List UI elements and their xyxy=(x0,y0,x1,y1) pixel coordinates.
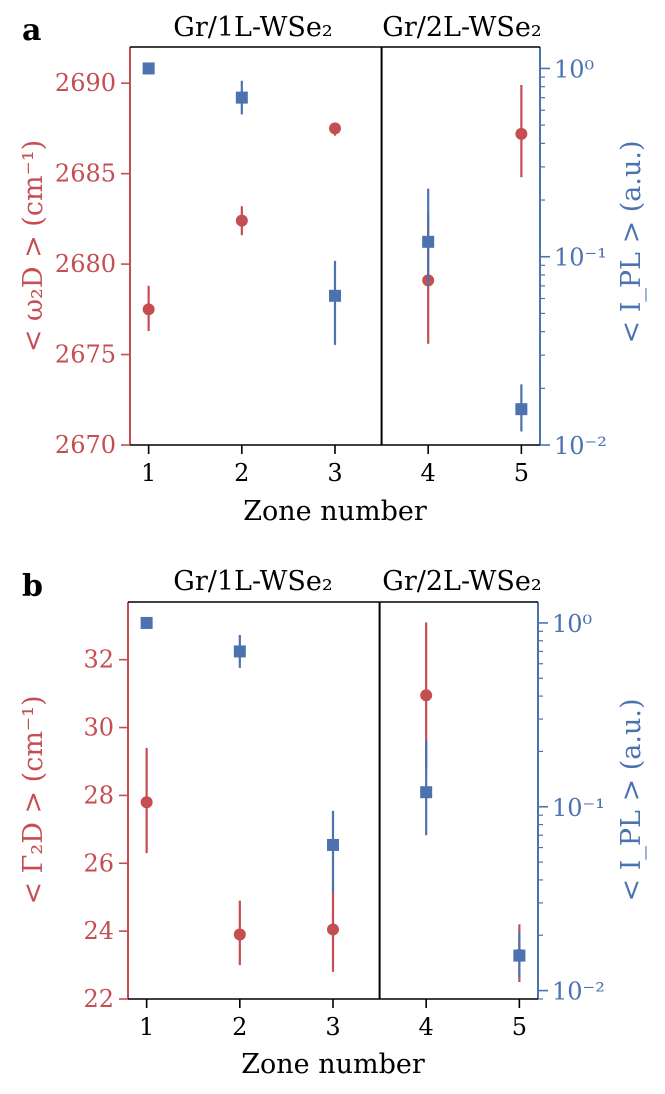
y-right-tick-label: 10⁰ xyxy=(554,55,594,83)
I_PL-point xyxy=(422,235,435,248)
omega_2D-point xyxy=(235,214,248,227)
y-left-tick-label: 2680 xyxy=(55,250,116,278)
panel-label: b xyxy=(22,569,43,604)
x-axis-label: Zone number xyxy=(243,496,427,527)
axes: 1 2 3 4 5 22 24 26 28 30 32 10⁻² 10⁻¹ 10⁰ xyxy=(83,610,604,1041)
y-left-tick-label: 2670 xyxy=(55,431,116,459)
x-axis-label: Zone number xyxy=(241,1049,425,1080)
y-axis-label-right: < I_PL > (a.u.) xyxy=(616,141,647,344)
I_PL-point xyxy=(329,289,341,302)
y-right-tick-label: 10⁻¹ xyxy=(552,794,605,822)
omega_2D-point xyxy=(142,303,155,316)
x-tick-label: 1 xyxy=(139,1013,154,1041)
I_PL-point xyxy=(233,645,246,658)
axes: 1 2 3 4 5 2670 2675 2680 2685 2690 10⁻² 10⁻¹ 10⁰ xyxy=(55,55,607,487)
plot-area xyxy=(140,602,526,999)
y-left-tick-label: 26 xyxy=(83,849,114,877)
panel-label: a xyxy=(22,13,41,48)
title-left: Gr/1L-WSe₂ xyxy=(173,566,332,597)
I_PL-point xyxy=(142,62,155,75)
x-tick-label: 3 xyxy=(327,459,342,487)
x-tick-label: 4 xyxy=(421,459,436,487)
x-tick-label: 5 xyxy=(514,459,529,487)
y-left-tick-label: 22 xyxy=(83,985,114,1013)
title-right: Gr/2L-WSe₂ xyxy=(382,566,541,597)
x-tick-label: 3 xyxy=(325,1013,340,1041)
y-left-tick-label: 24 xyxy=(83,917,114,945)
panel-b: b Gr/1L-WSe₂ Gr/2L-WSe₂ 1 2 3 4 5 22 24 26 28 30 3… xyxy=(18,566,647,1080)
y-right-tick-label: 10⁻² xyxy=(552,978,605,1006)
y-axis-label-left: < Γ₂D > (cm⁻¹) xyxy=(18,695,49,904)
I_PL-point xyxy=(235,91,248,104)
x-tick-label: 2 xyxy=(232,1013,247,1041)
I_PL-point xyxy=(513,949,526,962)
omega_2D-point xyxy=(329,122,341,135)
Gamma_2D-point xyxy=(140,796,153,809)
Gamma_2D-point xyxy=(233,928,246,941)
omega_2D-point xyxy=(515,127,528,140)
y-axis-label-left: < ω₂D > (cm⁻¹) xyxy=(18,140,49,352)
y-left-tick-label: 32 xyxy=(83,646,114,674)
y-left-tick-label: 30 xyxy=(83,714,114,742)
x-tick-label: 4 xyxy=(419,1013,434,1041)
panel-a: a Gr/1L-WSe₂ Gr/2L-WSe₂ 1 2 3 4 5 2670 2675 268… xyxy=(18,12,647,527)
y-left-tick-label: 2685 xyxy=(55,160,116,188)
Gamma_2D-point xyxy=(327,923,339,936)
y-left-tick-label: 2675 xyxy=(55,341,116,369)
title-left: Gr/1L-WSe₂ xyxy=(173,12,332,43)
plot-area xyxy=(142,47,528,445)
y-right-tick-label: 10⁰ xyxy=(552,610,592,638)
x-tick-label: 1 xyxy=(141,459,156,487)
I_PL-point xyxy=(420,786,433,799)
y-left-tick-label: 2690 xyxy=(55,69,116,97)
title-right: Gr/2L-WSe₂ xyxy=(382,12,541,43)
y-right-tick-label: 10⁻² xyxy=(554,432,607,460)
y-axis-label-right: < I_PL > (a.u.) xyxy=(616,699,647,902)
I_PL-point xyxy=(515,403,528,416)
I_PL-point xyxy=(140,616,153,629)
x-tick-label: 2 xyxy=(234,459,249,487)
Gamma_2D-point xyxy=(420,689,433,702)
x-tick-label: 5 xyxy=(512,1013,527,1041)
y-right-tick-label: 10⁻¹ xyxy=(554,244,607,272)
y-left-tick-label: 28 xyxy=(83,781,114,809)
I_PL-point xyxy=(327,838,339,851)
